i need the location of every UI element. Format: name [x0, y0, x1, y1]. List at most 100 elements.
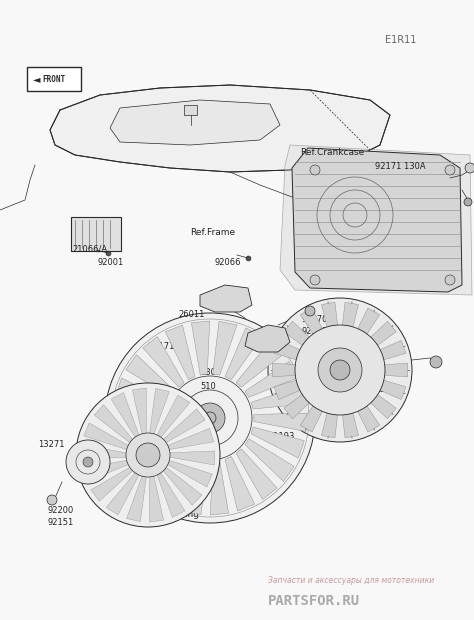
Text: 92070/A: 92070/A: [302, 315, 337, 324]
Polygon shape: [342, 302, 358, 327]
Polygon shape: [127, 476, 146, 521]
Polygon shape: [254, 413, 307, 432]
Circle shape: [445, 165, 455, 175]
Polygon shape: [321, 302, 337, 327]
Polygon shape: [251, 427, 304, 458]
Text: 92200: 92200: [48, 506, 74, 515]
Circle shape: [66, 440, 110, 484]
Polygon shape: [106, 473, 139, 515]
Polygon shape: [82, 461, 128, 482]
Polygon shape: [150, 389, 169, 434]
Circle shape: [195, 403, 225, 433]
Polygon shape: [371, 394, 396, 418]
Polygon shape: [371, 321, 396, 345]
Text: 21066/A: 21066/A: [72, 244, 107, 253]
Polygon shape: [150, 476, 164, 522]
Polygon shape: [380, 340, 406, 360]
Text: 92001: 92001: [98, 258, 124, 267]
Polygon shape: [143, 337, 184, 387]
Polygon shape: [164, 409, 205, 443]
Polygon shape: [111, 392, 139, 437]
Polygon shape: [84, 423, 128, 450]
Circle shape: [430, 356, 442, 368]
Circle shape: [295, 325, 385, 415]
Polygon shape: [301, 406, 322, 432]
Polygon shape: [358, 308, 380, 334]
Circle shape: [47, 495, 57, 505]
Circle shape: [318, 348, 362, 392]
Polygon shape: [81, 445, 126, 459]
Text: 59031: 59031: [358, 385, 384, 394]
Polygon shape: [158, 456, 195, 508]
Text: 21171: 21171: [148, 342, 174, 351]
Polygon shape: [122, 439, 175, 474]
Polygon shape: [116, 378, 169, 409]
Text: 510: 510: [200, 382, 216, 391]
Polygon shape: [110, 100, 280, 145]
Polygon shape: [165, 325, 195, 379]
Polygon shape: [245, 325, 290, 352]
Circle shape: [330, 360, 350, 380]
FancyBboxPatch shape: [71, 217, 121, 251]
Text: Ref.Frame: Ref.Frame: [190, 228, 235, 237]
Circle shape: [310, 165, 320, 175]
FancyBboxPatch shape: [27, 67, 81, 91]
Polygon shape: [191, 321, 210, 375]
Polygon shape: [236, 449, 277, 500]
Polygon shape: [210, 461, 228, 515]
Polygon shape: [321, 413, 337, 438]
Text: PARTSFOR.RU: PARTSFOR.RU: [268, 594, 360, 608]
Polygon shape: [183, 461, 207, 515]
Polygon shape: [292, 148, 462, 292]
Polygon shape: [236, 342, 283, 387]
Polygon shape: [225, 456, 255, 511]
Polygon shape: [274, 340, 300, 360]
Polygon shape: [168, 428, 214, 450]
Polygon shape: [168, 461, 212, 487]
Circle shape: [465, 163, 474, 173]
Text: 92172: 92172: [302, 327, 328, 336]
FancyBboxPatch shape: [184, 105, 198, 115]
Polygon shape: [114, 427, 169, 450]
Polygon shape: [301, 308, 322, 334]
Text: E1R11: E1R11: [385, 35, 416, 45]
Polygon shape: [164, 467, 202, 505]
Text: 21193: 21193: [268, 432, 294, 441]
Polygon shape: [170, 451, 215, 465]
Circle shape: [305, 306, 315, 316]
Polygon shape: [50, 85, 390, 172]
Text: Ref.Crankcase: Ref.Crankcase: [300, 148, 364, 157]
Polygon shape: [137, 449, 184, 494]
Text: 92151: 92151: [48, 518, 74, 527]
Polygon shape: [200, 285, 252, 312]
Text: ◄: ◄: [33, 74, 40, 84]
Circle shape: [445, 275, 455, 285]
Circle shape: [268, 298, 412, 442]
Polygon shape: [273, 363, 295, 377]
Polygon shape: [284, 394, 309, 418]
Polygon shape: [251, 386, 306, 409]
Polygon shape: [385, 363, 408, 377]
Polygon shape: [245, 361, 298, 397]
Polygon shape: [91, 467, 133, 501]
Polygon shape: [284, 321, 309, 345]
Polygon shape: [94, 405, 133, 443]
Polygon shape: [126, 355, 175, 397]
Polygon shape: [157, 395, 190, 437]
Polygon shape: [157, 473, 185, 517]
Text: 13271: 13271: [38, 440, 64, 449]
Circle shape: [76, 383, 220, 527]
Polygon shape: [132, 388, 146, 434]
Text: 130: 130: [200, 368, 216, 377]
Polygon shape: [274, 380, 300, 399]
Text: Ref.Cooling: Ref.Cooling: [148, 510, 199, 519]
Circle shape: [105, 313, 315, 523]
Circle shape: [126, 433, 170, 477]
Circle shape: [204, 412, 216, 424]
Polygon shape: [213, 321, 237, 375]
Text: 26011: 26011: [178, 310, 204, 319]
Text: FRONT: FRONT: [42, 74, 65, 84]
Circle shape: [83, 457, 93, 467]
Polygon shape: [358, 406, 380, 432]
Polygon shape: [380, 380, 406, 399]
